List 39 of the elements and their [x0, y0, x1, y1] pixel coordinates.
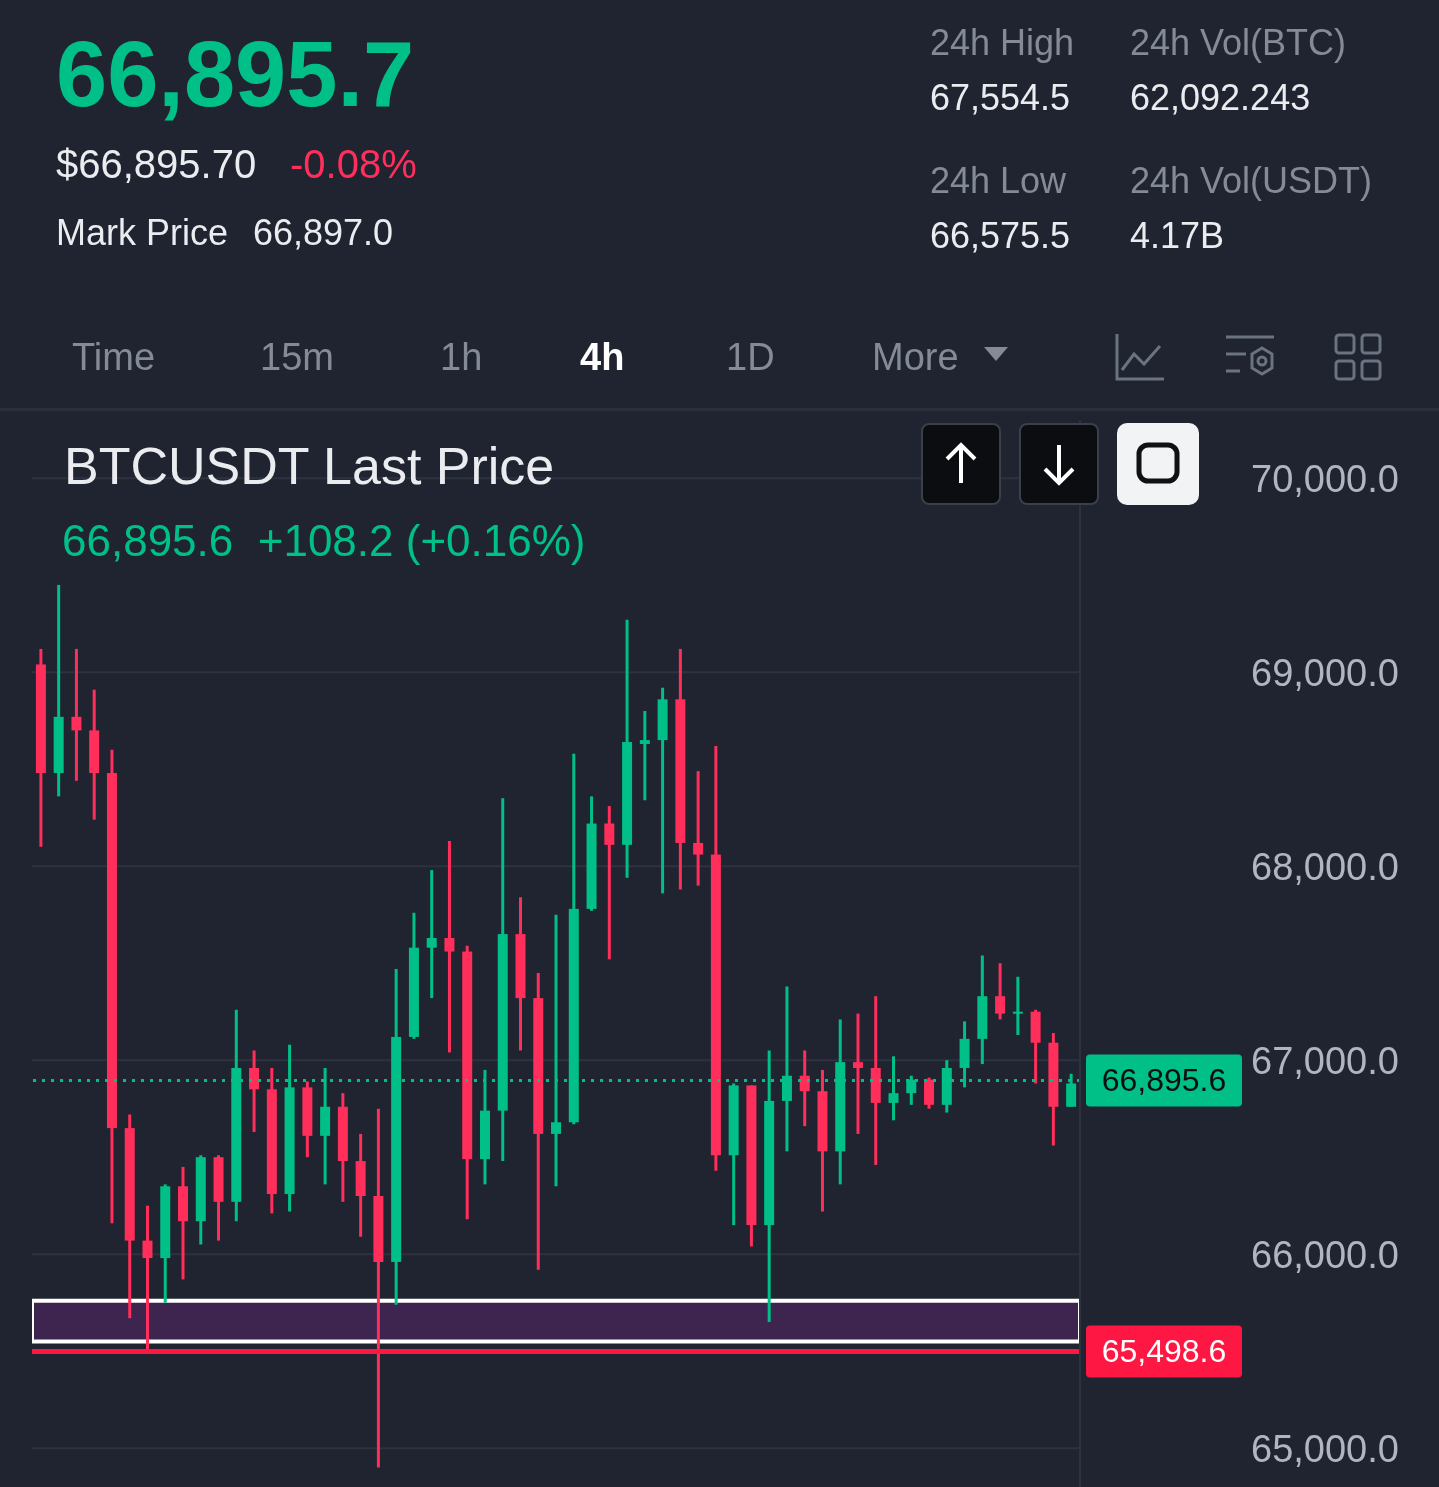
text: 24h Vol(USDT) [1130, 160, 1373, 202]
text: 4h [580, 336, 625, 379]
y-tick-label: 69,000.0 [1251, 651, 1399, 694]
candlestick [71, 647, 82, 781]
text: 66,895.7 [56, 22, 415, 127]
text: $66,895.70 [56, 142, 257, 187]
text: Mark Price [56, 212, 229, 254]
candlestick [639, 711, 650, 802]
candlestick [444, 840, 455, 1053]
ref-line-label: 65,498.6 [1101, 1333, 1227, 1370]
text: 66,895.6 +108.2 (+0.16%) [62, 516, 586, 566]
y-tick-label: 70,000.0 [1251, 457, 1399, 500]
text: 24h High [930, 22, 1075, 64]
candlestick [604, 806, 615, 960]
text: 67,554.5 [930, 77, 1071, 119]
text: 15m [260, 336, 334, 379]
candlestick [426, 870, 437, 1000]
text: 24h Vol(BTC) [1130, 22, 1347, 64]
candlestick [1012, 975, 1023, 1035]
text: 66,575.5 [930, 215, 1071, 257]
y-tick-label: 67,000.0 [1251, 1039, 1399, 1082]
candlestick [995, 963, 1006, 1020]
candlestick [249, 1050, 260, 1132]
text: 1h [440, 336, 483, 379]
ref-line-label: 66,895.6 [1101, 1062, 1227, 1099]
text: 62,092.243 [1130, 77, 1311, 119]
text: More [872, 336, 959, 379]
text: -0.08% [290, 142, 417, 187]
y-tick-label: 68,000.0 [1251, 845, 1399, 888]
text: 4.17B [1130, 215, 1225, 257]
text: 24h Low [930, 160, 1067, 202]
chart-title: BTCUSDT Last Price [64, 436, 555, 496]
y-tick-label: 65,000.0 [1251, 1427, 1399, 1470]
y-tick-label: 66,000.0 [1251, 1233, 1399, 1276]
candlestick [693, 771, 704, 886]
text: 1D [726, 336, 775, 379]
candlestick [852, 1013, 863, 1134]
text: 66,897.0 [253, 212, 394, 254]
text: Time [72, 336, 156, 379]
